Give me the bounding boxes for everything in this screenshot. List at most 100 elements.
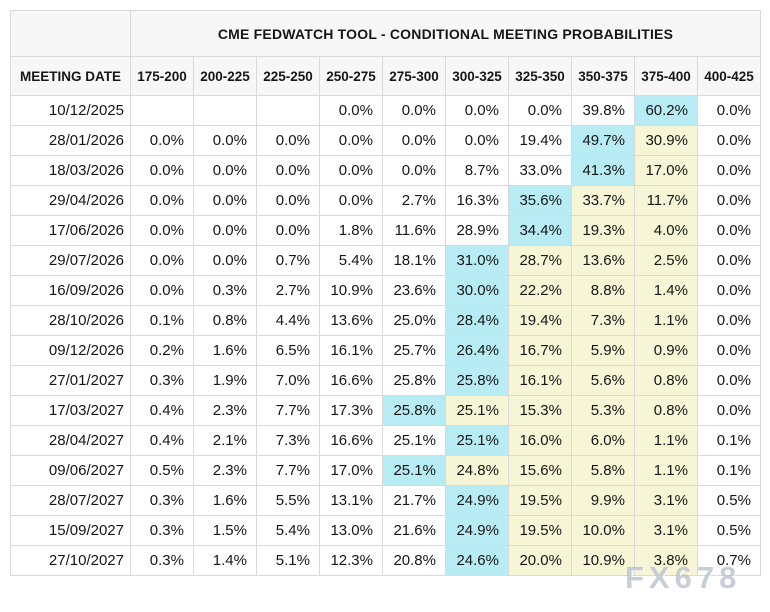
probability-cell: 0.0%	[697, 95, 761, 126]
probability-cell: 1.4%	[193, 545, 257, 576]
probability-cell: 39.8%	[571, 95, 635, 126]
probability-cell: 1.6%	[193, 485, 257, 516]
probability-cell: 11.6%	[382, 215, 446, 246]
probability-cell: 0.1%	[697, 455, 761, 486]
probability-cell: 0.5%	[697, 515, 761, 546]
table-row: 16/09/2026 0.0% 0.3% 2.7% 10.9% 23.6% 30.0% 22.…	[10, 275, 761, 306]
probability-cell: 0.7%	[697, 545, 761, 576]
probability-cell: 12.3%	[319, 545, 383, 576]
probability-cell: 19.5%	[508, 485, 572, 516]
probability-cell: 0.0%	[697, 335, 761, 366]
probability-table-body: 10/12/2025 0.0% 0.0% 0.0% 0.0% 39.8% 60.2% 0.0%…	[10, 95, 761, 576]
probability-cell: 0.0%	[193, 125, 257, 156]
probability-cell: 19.4%	[508, 125, 572, 156]
table-row: 10/12/2025 0.0% 0.0% 0.0% 0.0% 39.8% 60.2% 0.0%	[10, 95, 761, 126]
probability-cell: 0.0%	[130, 215, 194, 246]
rate-range-header: 250-275	[319, 56, 383, 96]
rate-range-header: 400-425	[697, 56, 761, 96]
probability-cell: 2.7%	[382, 185, 446, 216]
rate-range-header: 325-350	[508, 56, 572, 96]
probability-cell: 0.0%	[697, 395, 761, 426]
max-probability-cell: 24.9%	[445, 485, 509, 516]
probability-cell: 16.3%	[445, 185, 509, 216]
meeting-date-cell: 18/03/2026	[10, 155, 131, 186]
probability-cell: 16.1%	[508, 365, 572, 396]
probability-cell: 0.0%	[445, 125, 509, 156]
probability-cell: 0.0%	[256, 185, 320, 216]
probability-cell: 7.7%	[256, 395, 320, 426]
probability-cell: 16.6%	[319, 365, 383, 396]
max-probability-cell: 26.4%	[445, 335, 509, 366]
probability-cell: 13.0%	[319, 515, 383, 546]
probability-cell: 0.5%	[697, 485, 761, 516]
probability-cell: 21.6%	[382, 515, 446, 546]
meeting-date-cell: 16/09/2026	[10, 275, 131, 306]
probability-cell: 0.0%	[508, 95, 572, 126]
probability-cell: 7.0%	[256, 365, 320, 396]
table-row: 29/07/2026 0.0% 0.0% 0.7% 5.4% 18.1% 31.0% 28.7…	[10, 245, 761, 276]
probability-cell: 2.7%	[256, 275, 320, 306]
probability-cell: 10.9%	[571, 545, 635, 576]
probability-cell: 16.1%	[319, 335, 383, 366]
meeting-date-cell: 17/06/2026	[10, 215, 131, 246]
max-probability-cell: 41.3%	[571, 155, 635, 186]
table-row: 28/10/2026 0.1% 0.8% 4.4% 13.6% 25.0% 28.4% 19.…	[10, 305, 761, 336]
probability-cell: 2.3%	[193, 455, 257, 486]
probability-cell: 0.0%	[697, 245, 761, 276]
max-probability-cell: 60.2%	[634, 95, 698, 126]
probability-cell: 5.4%	[319, 245, 383, 276]
probability-cell: 7.7%	[256, 455, 320, 486]
probability-cell: 3.1%	[634, 515, 698, 546]
probability-cell: 0.8%	[193, 305, 257, 336]
probability-cell: 7.3%	[571, 305, 635, 336]
probability-cell: 28.7%	[508, 245, 572, 276]
rate-range-header: 300-325	[445, 56, 509, 96]
probability-cell: 0.8%	[634, 365, 698, 396]
probability-cell: 17.0%	[319, 455, 383, 486]
probability-cell: 0.0%	[319, 95, 383, 126]
max-probability-cell: 25.1%	[445, 425, 509, 456]
probability-cell: 30.9%	[634, 125, 698, 156]
meeting-date-cell: 10/12/2025	[10, 95, 131, 126]
probability-cell: 16.7%	[508, 335, 572, 366]
table-row: 28/04/2027 0.4% 2.1% 7.3% 16.6% 25.1% 25.1% 16.…	[10, 425, 761, 456]
probability-cell: 0.9%	[634, 335, 698, 366]
probability-cell: 0.0%	[256, 125, 320, 156]
probability-cell: 18.1%	[382, 245, 446, 276]
probability-cell: 0.0%	[697, 185, 761, 216]
probability-cell: 0.3%	[130, 365, 194, 396]
probability-cell: 0.0%	[382, 95, 446, 126]
probability-cell: 15.3%	[508, 395, 572, 426]
probability-cell: 0.0%	[697, 215, 761, 246]
max-probability-cell: 49.7%	[571, 125, 635, 156]
table-row: 27/10/2027 0.3% 1.4% 5.1% 12.3% 20.8% 24.6% 20.…	[10, 545, 761, 576]
probability-cell: 2.1%	[193, 425, 257, 456]
probability-cell: 28.9%	[445, 215, 509, 246]
meeting-date-cell: 28/04/2027	[10, 425, 131, 456]
table-row: 18/03/2026 0.0% 0.0% 0.0% 0.0% 0.0% 8.7% 33.0% 4…	[10, 155, 761, 186]
table-row: 17/06/2026 0.0% 0.0% 0.0% 1.8% 11.6% 28.9% 34.4…	[10, 215, 761, 246]
probability-cell: 17.3%	[319, 395, 383, 426]
meeting-date-cell: 27/10/2027	[10, 545, 131, 576]
probability-cell: 0.3%	[130, 545, 194, 576]
probability-cell: 0.0%	[193, 245, 257, 276]
probability-cell: 11.7%	[634, 185, 698, 216]
probability-cell: 1.4%	[634, 275, 698, 306]
column-header-row: MEETING DATE 175-200 200-225 225-250 250-275…	[10, 56, 761, 96]
meeting-date-cell: 27/01/2027	[10, 365, 131, 396]
probability-cell: 4.0%	[634, 215, 698, 246]
table-row: 17/03/2027 0.4% 2.3% 7.7% 17.3% 25.8% 25.1% 15.…	[10, 395, 761, 426]
probability-cell: 0.0%	[319, 185, 383, 216]
probability-cell: 0.0%	[382, 125, 446, 156]
corner-cell	[10, 10, 131, 57]
table-title: CME FEDWATCH TOOL - CONDITIONAL MEETING …	[130, 10, 761, 57]
meeting-date-cell: 29/07/2026	[10, 245, 131, 276]
probability-cell: 7.3%	[256, 425, 320, 456]
max-probability-cell: 31.0%	[445, 245, 509, 276]
meeting-date-cell: 09/06/2027	[10, 455, 131, 486]
meeting-date-cell: 28/01/2026	[10, 125, 131, 156]
probability-cell: 0.0%	[256, 215, 320, 246]
probability-cell: 1.9%	[193, 365, 257, 396]
probability-cell: 3.1%	[634, 485, 698, 516]
